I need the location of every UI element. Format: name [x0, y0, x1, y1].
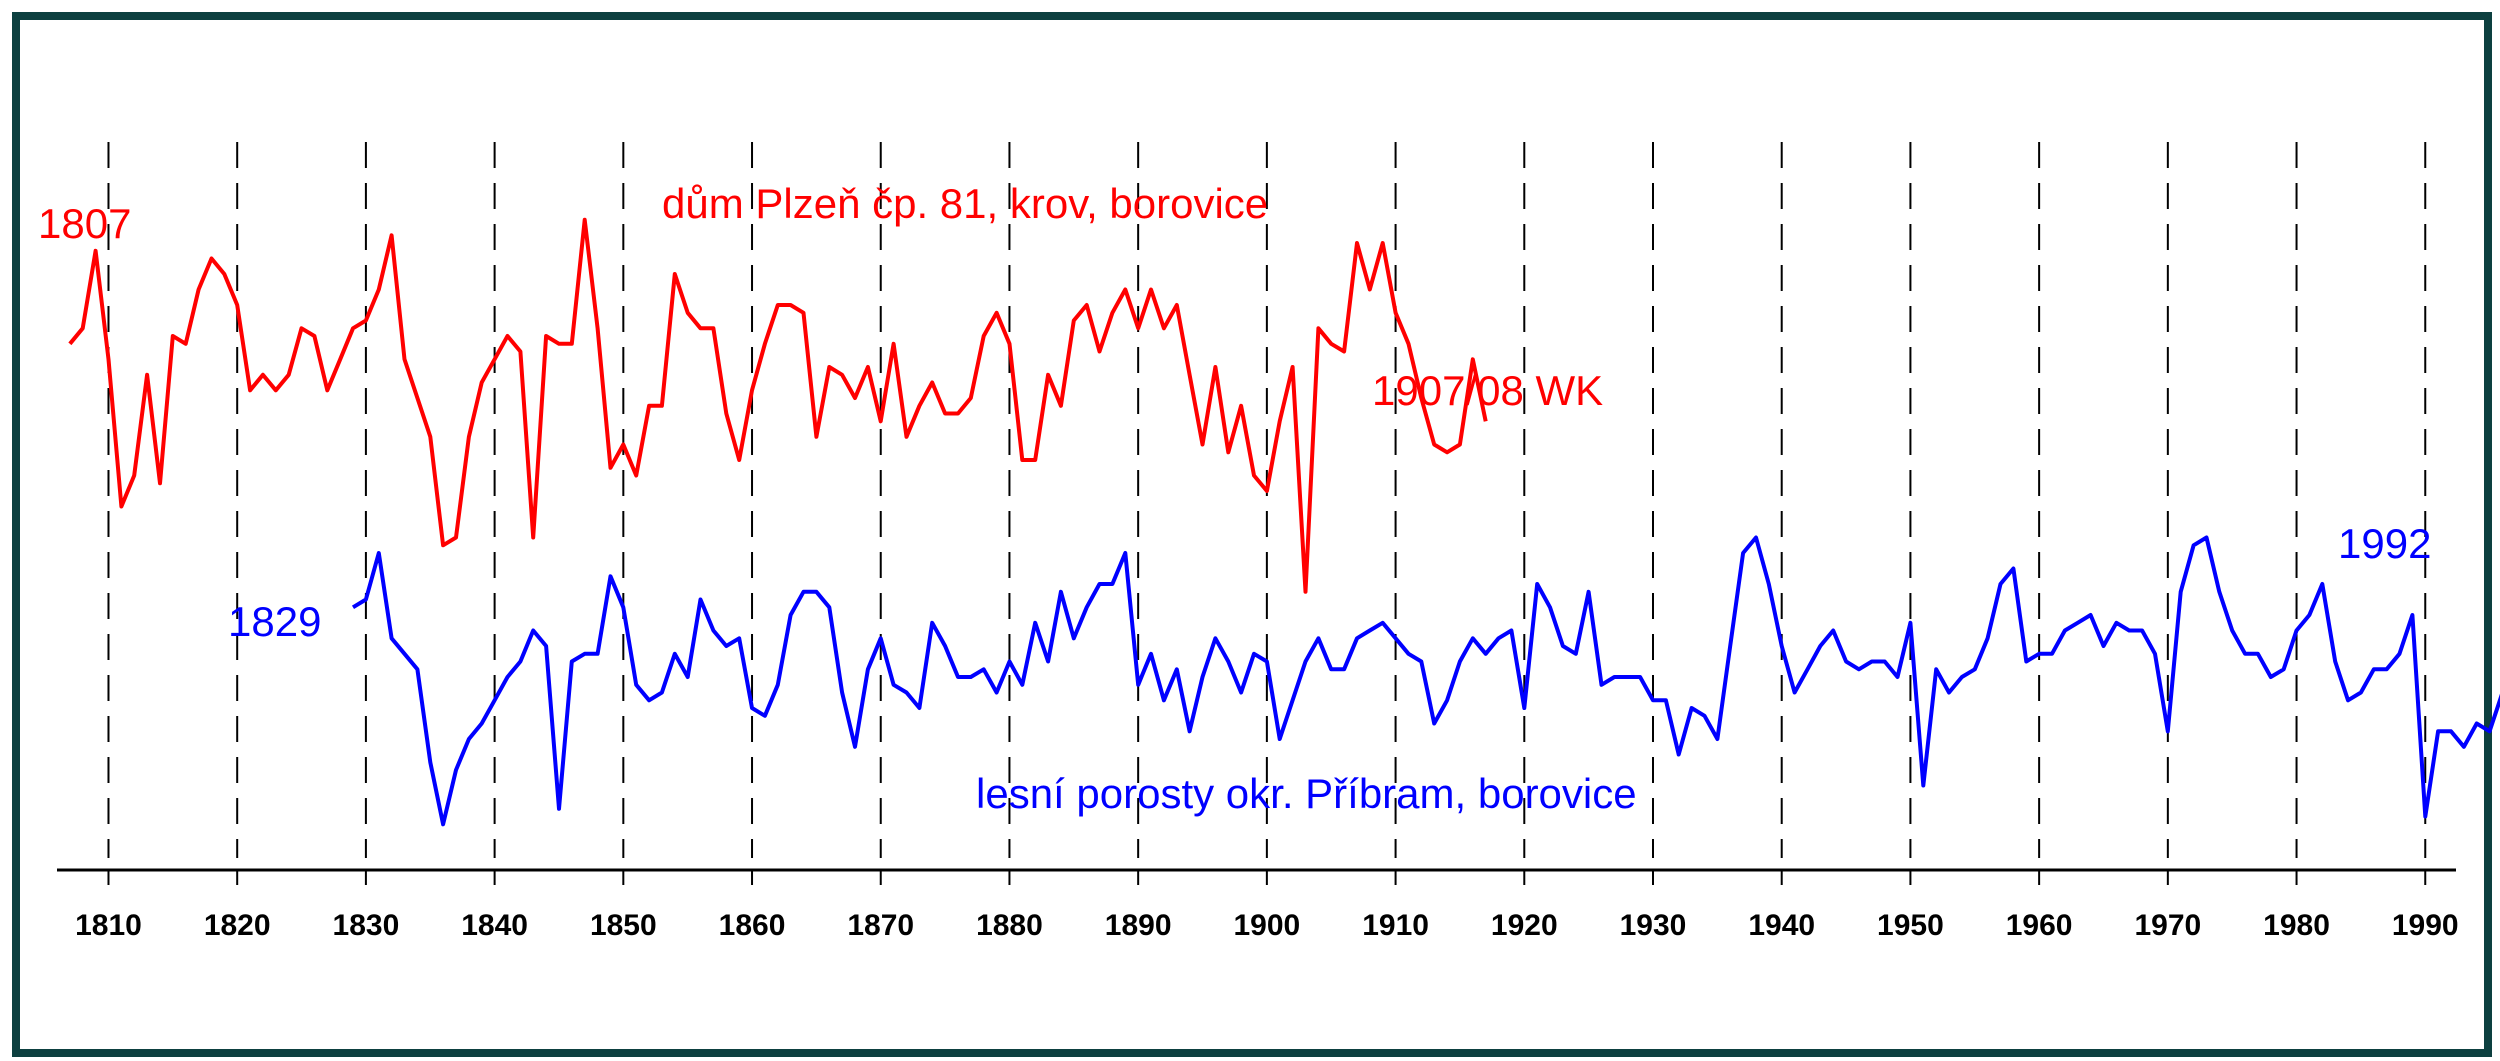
tick-label-1930: 1930	[1620, 909, 1687, 942]
tick-label-1860: 1860	[719, 909, 786, 942]
series-group	[68, 217, 2500, 827]
tick-label-1910: 1910	[1362, 909, 1429, 942]
tick-label-1810: 1810	[75, 909, 142, 942]
tick-label-1820: 1820	[204, 909, 271, 942]
tick-label-1920: 1920	[1491, 909, 1558, 942]
tick-label-1990: 1990	[2392, 909, 2459, 942]
tick-label-1880: 1880	[976, 909, 1043, 942]
series-line-plzen	[68, 217, 1488, 594]
series-name-plzen: dům Plzeň čp. 81, krov, borovice	[662, 180, 1268, 227]
series-name-pribram: lesní porosty okr. Příbram, borovice	[976, 770, 1637, 817]
tick-label-1970: 1970	[2134, 909, 2201, 942]
tick-label-1840: 1840	[461, 909, 528, 942]
series-line-pribram	[351, 535, 2500, 827]
chart-frame	[12, 12, 2492, 1057]
tick-label-1900: 1900	[1233, 909, 1300, 942]
x-axis-ticks: 1810 1820 1830 1840 1850 1860 1870 1880 1890 1900…	[75, 870, 2459, 942]
tick-label-1870: 1870	[847, 909, 914, 942]
tick-label-1890: 1890	[1105, 909, 1172, 942]
tick-label-1830: 1830	[333, 909, 400, 942]
series-labels: dům Plzeň čp. 81, krov, borovice 1807 19…	[38, 180, 2431, 817]
series-end-label-pribram: 1992	[2338, 520, 2431, 567]
tick-label-1960: 1960	[2006, 909, 2073, 942]
tick-label-1940: 1940	[1748, 909, 1815, 942]
tick-label-1980: 1980	[2263, 909, 2330, 942]
series-start-label-pribram: 1829	[228, 598, 321, 645]
vertical-gridlines	[107, 142, 2427, 858]
tick-label-1850: 1850	[590, 909, 657, 942]
series-start-label-plzen: 1807	[38, 200, 131, 247]
series-end-label-plzen: 1907/08 WK	[1372, 367, 1603, 414]
tick-label-1950: 1950	[1877, 909, 1944, 942]
